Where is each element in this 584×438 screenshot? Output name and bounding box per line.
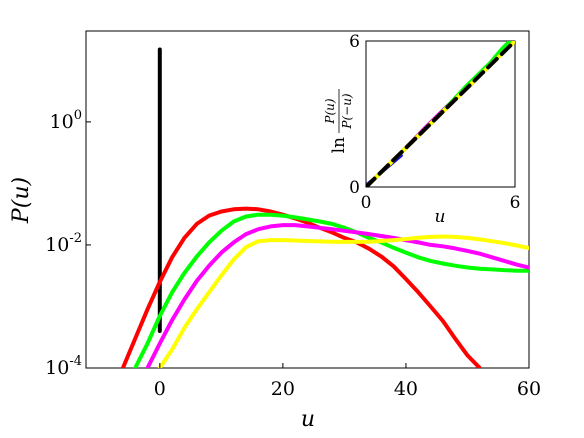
inset-y-tick-label: 0 — [349, 178, 360, 198]
main-y-tick-label: 100 — [50, 108, 82, 133]
main-x-axis-label: u — [301, 407, 315, 432]
main-x-tick-label: 40 — [394, 378, 418, 400]
inset-series-group — [366, 41, 515, 187]
inset-ticks-group: 0 6 0 6 — [349, 32, 520, 213]
main-y-tick-label: 10-2 — [45, 231, 82, 256]
main-series-group — [120, 47, 529, 368]
inset-x-tick-label: 6 — [510, 193, 521, 213]
inset-y-axis-label: ln P(u) P(−u) — [323, 89, 354, 153]
main-y-tick-label: 10-4 — [45, 354, 82, 379]
main-x-tick-label: 60 — [517, 378, 541, 400]
inset-y-label-denominator: P(−u) — [340, 93, 354, 130]
inset-x-tick-label: 0 — [361, 193, 372, 213]
inset-x-axis-label: u — [435, 207, 446, 227]
inset-y-tick-label: 6 — [349, 32, 360, 52]
inset-plot: 0 6 0 6 u ln P(u) P(−u) — [323, 32, 520, 227]
main-series-line-2 — [133, 212, 529, 368]
main-series-line-3 — [145, 223, 529, 368]
main-x-tick-label: 20 — [271, 378, 295, 400]
main-series-line-1 — [120, 206, 482, 368]
inset-y-label-ln: ln — [329, 137, 349, 153]
inset-series-line-5 — [366, 41, 515, 187]
main-series-line-4 — [157, 234, 529, 368]
main-x-tick-label: 0 — [154, 378, 166, 400]
main-y-axis-label: P(u) — [9, 177, 34, 224]
inset-y-label-numerator: P(u) — [323, 98, 337, 124]
